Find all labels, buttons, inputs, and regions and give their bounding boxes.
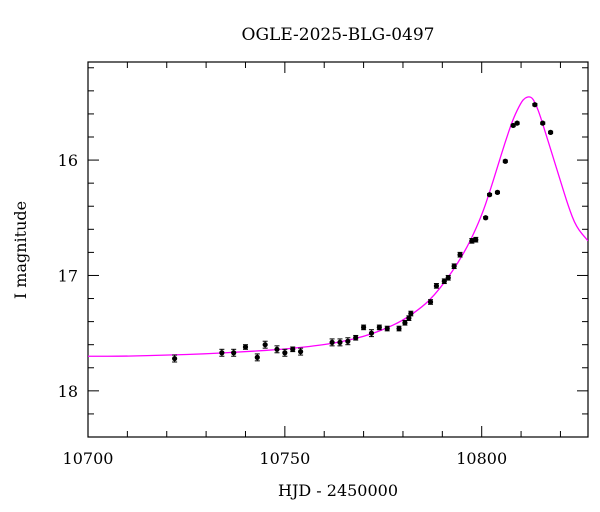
- data-point: [408, 310, 414, 317]
- data-point: [345, 338, 351, 344]
- data-point: [510, 122, 516, 129]
- data-point: [231, 350, 237, 356]
- data-point: [254, 354, 260, 360]
- data-point: [396, 325, 402, 332]
- plot-area: 10700 10750 10800 16 17 18: [58, 61, 589, 468]
- data-point: [473, 237, 479, 243]
- data-point: [451, 263, 457, 269]
- data-point: [360, 324, 367, 330]
- x-tick-label: 10750: [259, 449, 310, 468]
- data-point: [483, 215, 489, 221]
- data-point: [532, 102, 538, 108]
- data-point: [427, 299, 434, 305]
- data-point: [547, 129, 554, 135]
- data-point: [172, 355, 178, 362]
- data-point: [282, 350, 288, 356]
- data-point: [540, 120, 546, 126]
- data-point: [274, 346, 280, 352]
- plot-frame: [87, 61, 589, 438]
- data-point: [502, 158, 508, 164]
- data-point: [290, 346, 296, 352]
- data-point: [433, 283, 440, 289]
- y-axis-label: I magnitude: [11, 201, 30, 299]
- data-point: [376, 324, 382, 330]
- data-point: [406, 315, 412, 321]
- data-point: [486, 192, 493, 198]
- x-tick-label: 10800: [456, 449, 507, 468]
- data-point: [469, 238, 475, 244]
- x-axis-label: HJD - 2450000: [278, 481, 398, 500]
- data-point: [219, 350, 225, 356]
- data-point: [514, 120, 520, 126]
- data-point: [457, 252, 463, 258]
- data-point: [353, 335, 359, 341]
- model-curve: [88, 96, 588, 357]
- data-point: [441, 278, 447, 284]
- data-point: [445, 275, 451, 281]
- x-tick-label: 10700: [63, 449, 114, 468]
- data-point: [494, 189, 501, 195]
- data-point: [402, 320, 408, 326]
- y-tick-label: 16: [58, 151, 78, 170]
- y-tick-label: 17: [58, 266, 78, 285]
- data-point: [329, 339, 335, 345]
- data-point: [262, 342, 268, 348]
- data-point: [368, 330, 375, 336]
- chart-title: OGLE-2025-BLG-0497: [242, 25, 435, 45]
- data-point: [297, 349, 304, 355]
- y-tick-label: 18: [58, 382, 78, 401]
- data-point: [337, 339, 343, 345]
- data-point: [384, 325, 390, 332]
- data-point: [242, 344, 249, 350]
